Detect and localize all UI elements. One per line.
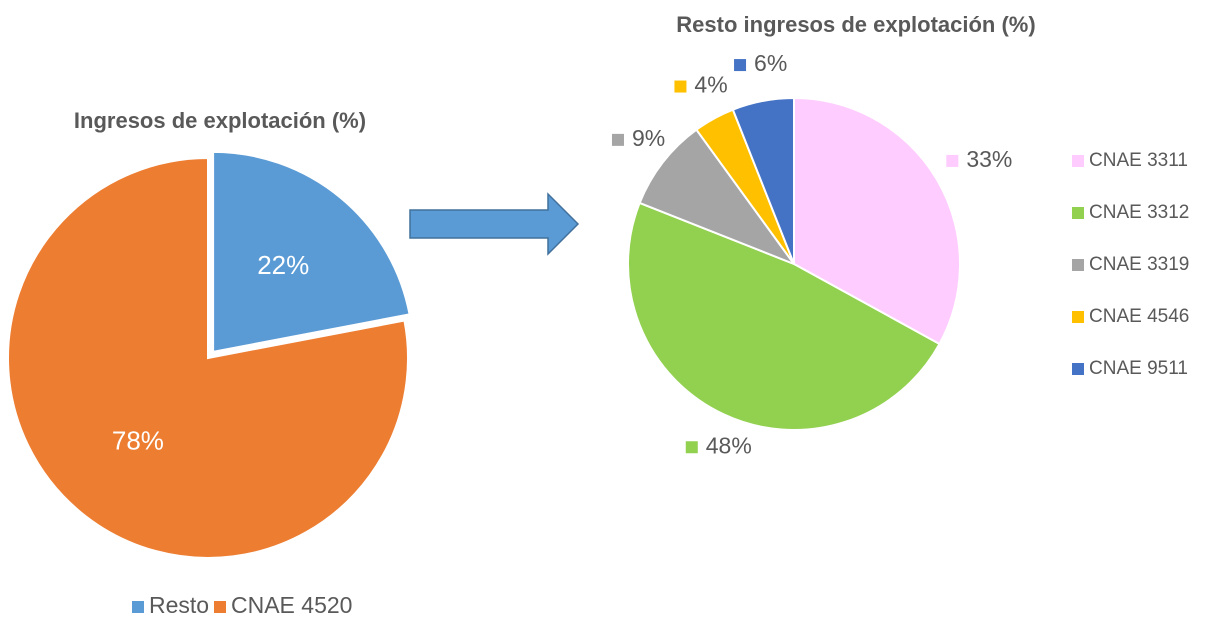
legend-swatch	[214, 601, 226, 613]
pie-slice	[212, 150, 411, 354]
label-marker	[685, 441, 698, 454]
legend-label: CNAE 3319	[1089, 254, 1189, 275]
pie-slice	[731, 96, 795, 265]
data-label: 48%	[706, 432, 752, 458]
legend-swatch	[1072, 155, 1084, 167]
legend-swatch	[1072, 207, 1084, 219]
chart-title: Resto ingresos de explotación (%)	[676, 12, 1035, 37]
data-label: 6%	[754, 50, 787, 76]
legend-swatch	[132, 601, 144, 613]
chart-title: Ingresos de explotación (%)	[74, 108, 366, 133]
label-marker	[674, 80, 687, 93]
arrow	[409, 192, 580, 256]
label-marker	[946, 154, 959, 167]
legend-label: CNAE 4546	[1089, 306, 1189, 327]
pie-slice	[7, 156, 409, 559]
legend-label: CNAE 3311	[1089, 150, 1188, 171]
legend-label: CNAE 9511	[1089, 358, 1188, 379]
data-label: 22%	[257, 250, 309, 280]
label-marker	[611, 133, 624, 146]
legend-swatch	[1072, 363, 1084, 375]
label-marker	[734, 59, 747, 72]
pie-slice	[627, 201, 941, 431]
legend-label: CNAE 3312	[1089, 202, 1189, 223]
legend-swatch	[1072, 311, 1084, 323]
legend-label: Resto	[149, 592, 209, 618]
data-label: 4%	[694, 72, 727, 98]
legend-swatch	[1072, 259, 1084, 271]
pie-slice	[793, 96, 961, 346]
data-label: 78%	[112, 426, 164, 456]
data-label: 33%	[966, 146, 1012, 172]
data-label: 9%	[632, 125, 665, 151]
legend-label: CNAE 4520	[231, 592, 352, 618]
pie-slice	[638, 128, 797, 267]
